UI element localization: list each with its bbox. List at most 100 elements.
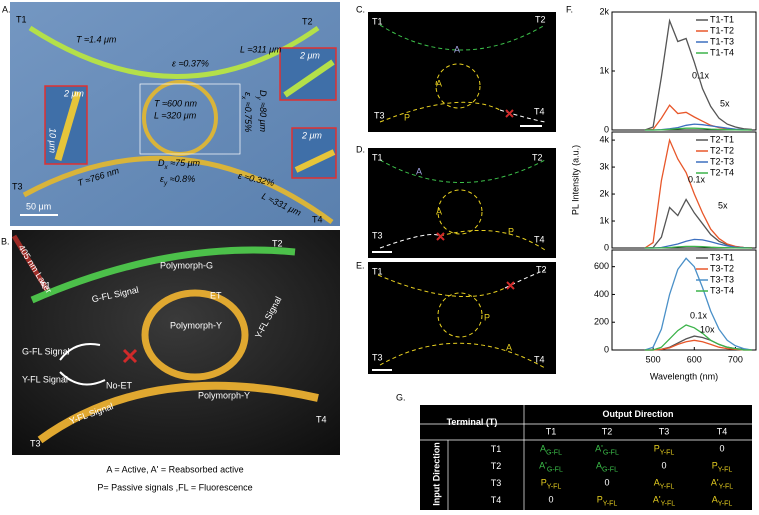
annotation: T ≈1.4 μm xyxy=(76,34,117,44)
terminal-label: T3 xyxy=(372,230,383,240)
dim-box xyxy=(139,83,241,155)
column-header: T2 xyxy=(602,426,613,436)
legend-label: T2-T1 xyxy=(710,134,734,144)
panel-letter: E. xyxy=(356,260,365,270)
inset-wire xyxy=(283,59,335,98)
y-tick-label: 0 xyxy=(604,242,609,252)
table-cell: PY-FL xyxy=(597,495,618,508)
cross xyxy=(505,109,514,118)
micrograph xyxy=(368,12,556,132)
arrow xyxy=(59,371,106,386)
cross xyxy=(436,232,445,241)
table-cell: PY-FL xyxy=(712,461,733,474)
y-tick-label: 3k xyxy=(599,161,609,171)
y-axis-label: PL Intensity (a.u.) xyxy=(570,145,580,215)
y-tick-label: 1k xyxy=(599,215,609,225)
terminal-label: T4 xyxy=(534,354,545,364)
x-tick-label: 700 xyxy=(728,354,743,364)
x-axis-label: Wavelength (nm) xyxy=(650,371,718,381)
table-cell-main: A xyxy=(596,461,602,471)
table-cell: 0 xyxy=(604,478,609,488)
legend-label: T1-T3 xyxy=(710,36,734,46)
table-cell-main: A' xyxy=(595,444,603,454)
series-line xyxy=(644,324,752,351)
table-cell: 0 xyxy=(719,444,724,454)
y-tick-label: 2k xyxy=(599,6,609,16)
annotation: ε ≈0.37% xyxy=(172,58,209,68)
annotation-main: ε xyxy=(243,92,253,97)
wire-y xyxy=(37,381,319,444)
table-cell: A'Y-FL xyxy=(653,495,675,508)
annotation: 0.1x xyxy=(692,70,710,80)
terminal-label: A xyxy=(436,206,442,216)
annotation: εx ≈0.75% xyxy=(240,92,253,132)
terminal-label: T4 xyxy=(534,234,545,244)
table-header: Terminal (T) xyxy=(447,417,498,427)
terminal-label: T1 xyxy=(372,152,383,162)
guide-w xyxy=(499,109,546,123)
table-header: Input Direction xyxy=(431,442,441,506)
legend-label: T2-T4 xyxy=(710,167,734,177)
table-cell-main: P xyxy=(541,478,547,488)
terminal-label: T2 xyxy=(535,14,546,24)
table-cell: AY-FL xyxy=(712,495,733,508)
table-cell: PY-FL xyxy=(654,444,675,457)
annotation-main: ε xyxy=(160,174,165,184)
table-cell-sub: Y-FL xyxy=(718,501,733,508)
table-cell-sub: Y-FL xyxy=(719,484,734,491)
table-cell-sub: Y-FL xyxy=(660,484,675,491)
annotation: εy ≈0.8% xyxy=(160,174,195,187)
annotation-sub: y xyxy=(163,180,168,187)
y-tick-label: 1k xyxy=(599,65,609,75)
table-cell-sub: Y-FL xyxy=(547,484,562,491)
table-cell-sub: G-FL xyxy=(547,467,563,474)
panel-letter: A. xyxy=(2,4,11,14)
legend-label: T2-T2 xyxy=(710,145,734,155)
cross xyxy=(122,348,138,364)
terminal-label: A xyxy=(416,166,422,176)
row-header: T2 xyxy=(491,461,502,471)
plot-frame xyxy=(611,11,757,131)
annotation: T1 xyxy=(40,280,51,290)
y-tick-label: 0 xyxy=(604,344,609,354)
legend-label: T3-T3 xyxy=(710,274,734,284)
panel-letter: B. xyxy=(1,236,10,246)
table-cell-main: A' xyxy=(711,478,719,488)
terminal-label: A xyxy=(506,342,512,352)
table-cell-sub: Y-FL xyxy=(660,450,675,457)
table-cell-sub: Y-FL xyxy=(603,501,618,508)
y-tick-label: 400 xyxy=(594,289,609,299)
table-cell-sub: Y-FL xyxy=(718,467,733,474)
y-tick-label: 200 xyxy=(594,317,609,327)
annotation-main: D xyxy=(258,90,268,97)
inset-wire xyxy=(54,91,82,161)
table-cell-main: P xyxy=(654,444,660,454)
table-cell: 0 xyxy=(661,461,666,471)
y-tick-label: 0 xyxy=(604,124,609,134)
annotation-rest: ≈0.75% xyxy=(243,99,253,132)
annotation-main: D xyxy=(158,158,165,168)
table-cell-main: A' xyxy=(539,461,547,471)
guide-y xyxy=(379,342,546,369)
table-cell-main: 0 xyxy=(604,478,609,488)
terminal-label: P xyxy=(508,226,514,236)
table-cell-sub: G-FL xyxy=(603,450,619,457)
table-cell: A'G-FL xyxy=(539,461,563,474)
annotation: 2 μm xyxy=(301,130,322,140)
y-tick-label: 2k xyxy=(599,188,609,198)
table-cell-main: 0 xyxy=(661,461,666,471)
terminal-label: T3 xyxy=(372,352,383,362)
series-line xyxy=(644,137,752,249)
annotation: T4 xyxy=(316,414,327,424)
legend-label: T3-T2 xyxy=(710,263,734,273)
annotation-sub: y xyxy=(255,96,262,101)
annotation: 5x xyxy=(718,200,728,210)
guide-g xyxy=(379,159,546,183)
render-image xyxy=(12,230,340,455)
legend-label: T3-T4 xyxy=(710,285,734,295)
annotation: 5x xyxy=(720,98,730,108)
x-tick-label: 600 xyxy=(687,354,702,364)
annotation: ET xyxy=(210,290,222,300)
plot-frame xyxy=(611,131,757,249)
